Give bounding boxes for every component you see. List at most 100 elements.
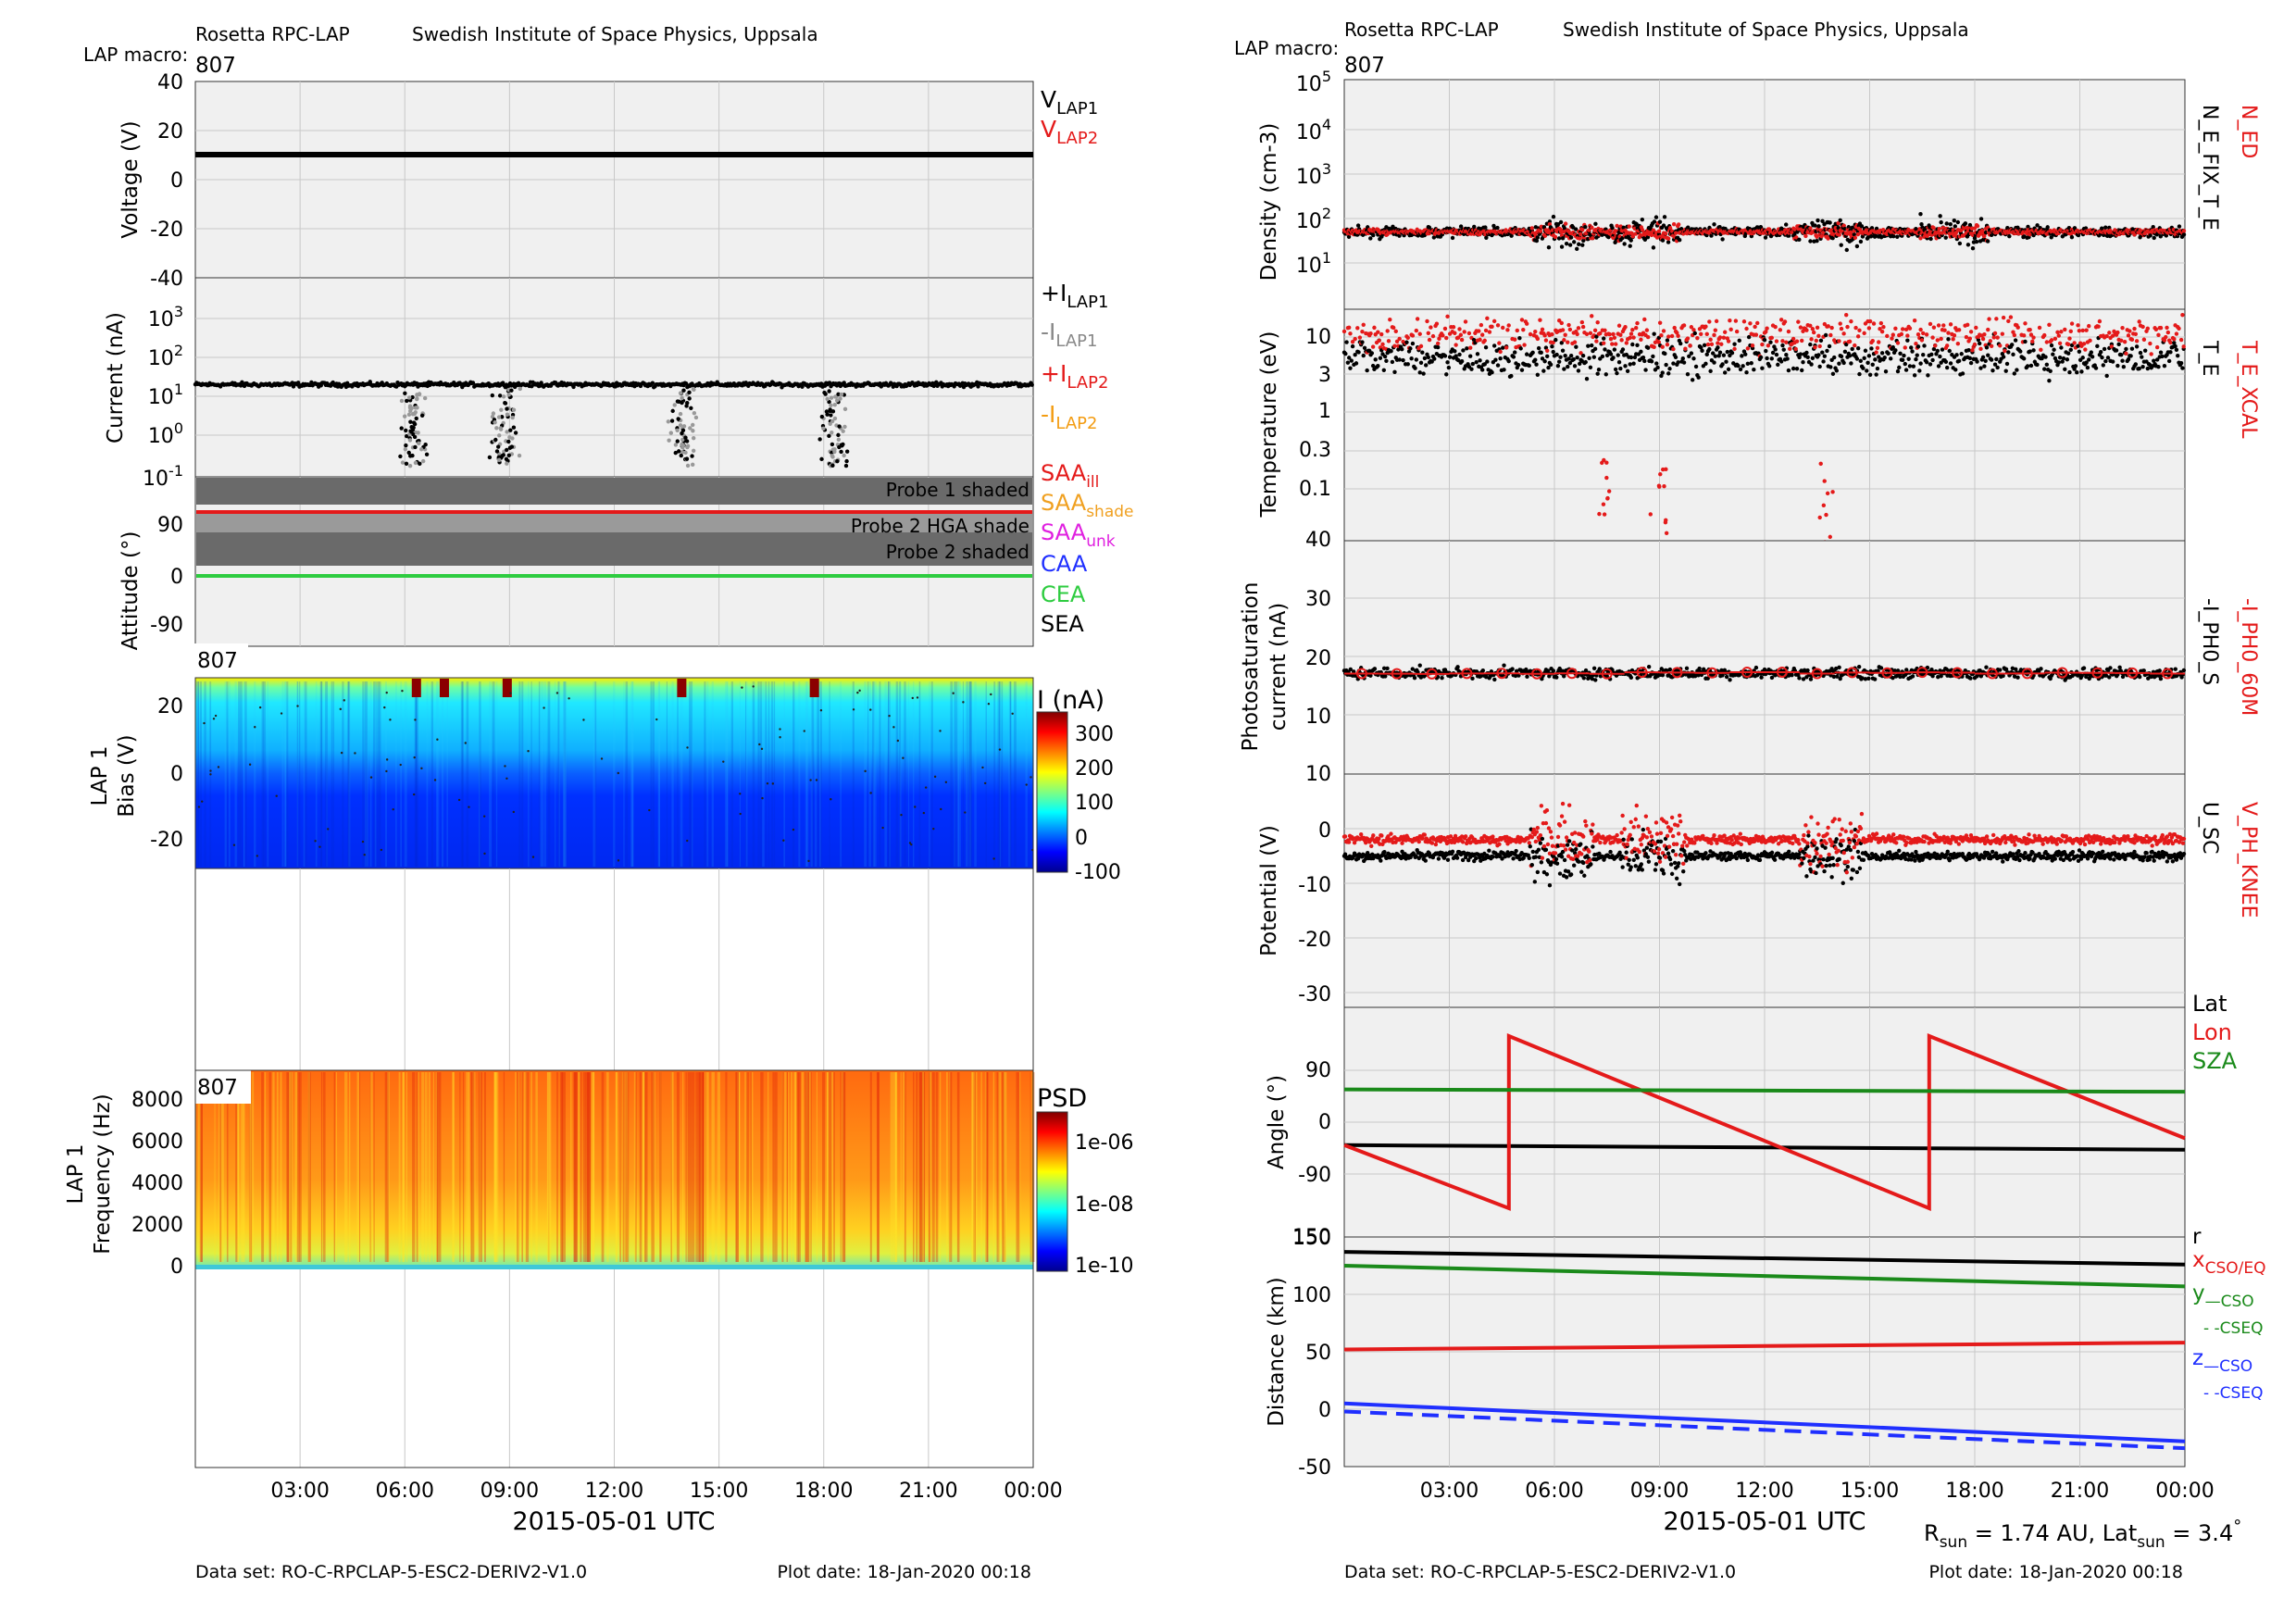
temperature-point-red xyxy=(1563,332,1567,337)
temperature-point-red xyxy=(1392,344,1397,348)
spectrum-stripe xyxy=(356,1072,360,1262)
temperature-point-black xyxy=(1703,361,1708,367)
temperature-point-red xyxy=(1952,333,1957,338)
spectrum-stripe xyxy=(980,1072,982,1262)
photosat-point xyxy=(1385,666,1390,671)
temperature-point-red xyxy=(1664,531,1669,536)
spectrum-stripe xyxy=(556,1072,558,1262)
temperature-point-black xyxy=(1400,347,1404,352)
current-point xyxy=(413,406,418,410)
temperature-point-red xyxy=(1828,332,1833,338)
temperature-point-black xyxy=(1600,354,1605,359)
temperature-point-red xyxy=(1584,331,1590,337)
spectrum-stripe xyxy=(582,1072,586,1262)
temperature-point-black xyxy=(2140,355,2144,359)
temperature-point-black xyxy=(1915,344,1921,349)
temperature-point-black xyxy=(2015,368,2019,372)
sweep-stripe xyxy=(430,681,434,867)
temperature-point-black xyxy=(1983,358,1988,363)
temperature-point-black xyxy=(2018,349,2023,354)
temperature-point-black xyxy=(1839,354,1844,359)
spectrum-stripe xyxy=(992,1072,995,1262)
temperature-point-red xyxy=(1974,325,1978,331)
sweep-stripe xyxy=(815,681,817,867)
temperature-point-black xyxy=(2048,369,2053,373)
current-point xyxy=(837,444,842,450)
spectrum-stripe xyxy=(418,1072,419,1262)
sweep-noise-dot xyxy=(555,692,559,694)
density-point-black xyxy=(1808,239,1813,244)
temperature-point-black xyxy=(1478,358,1482,363)
sweep-noise-dot xyxy=(983,781,987,785)
temperature-point-red xyxy=(1817,344,1822,349)
temperature-point-black xyxy=(1909,345,1914,350)
density-point-black xyxy=(1858,239,1864,244)
spectrum-stripe xyxy=(387,1072,390,1262)
current-legend-plus-ilap1: +ILAP1 xyxy=(1041,280,1108,312)
spectrum-stripe xyxy=(784,1072,787,1262)
temperature-point-black xyxy=(1929,352,1934,357)
spectrum-stripe xyxy=(591,1072,595,1262)
density-point-black xyxy=(1891,234,1896,239)
sweep-stripe xyxy=(347,681,351,867)
spectrum-stripe xyxy=(949,1072,951,1262)
temperature-point-red xyxy=(1875,345,1880,351)
sweep-stripe xyxy=(631,681,633,867)
current-point xyxy=(827,399,831,405)
attitude-band-label-hga: Probe 2 HGA shade xyxy=(851,515,1029,537)
temperature-point-black xyxy=(1432,356,1437,361)
temperature-point-black xyxy=(1418,360,1424,365)
current-point xyxy=(830,442,835,447)
sweep-noise-dot xyxy=(354,752,356,755)
sweep-noise-dot xyxy=(363,854,366,856)
spectrum-stripe xyxy=(750,1072,752,1262)
photosat-point xyxy=(1455,665,1460,669)
temperature-point-red xyxy=(1519,318,1525,322)
temperature-point-red xyxy=(1671,346,1676,352)
spectrum-stripe xyxy=(307,1072,311,1262)
density-point-black xyxy=(1431,235,1437,240)
spectrum-stripe xyxy=(842,1072,844,1262)
current-point xyxy=(827,433,831,439)
temperature-point-black xyxy=(1643,368,1648,372)
sweep-stripe xyxy=(689,681,691,867)
density-point-black xyxy=(1628,238,1633,243)
temperature-point-red xyxy=(1828,534,1833,540)
temperature-point-black xyxy=(1696,375,1701,380)
current-point xyxy=(420,458,426,464)
attitude-panel: Probe 1 shaded Probe 2 HGA shade Probe 2… xyxy=(119,460,1134,650)
sweep-stripe xyxy=(798,681,801,867)
current-point xyxy=(830,430,834,435)
temperature-point-black xyxy=(2057,355,2063,360)
spectrum-stripe xyxy=(918,1072,921,1262)
temperature-point-black xyxy=(2090,355,2095,359)
temperature-point-red xyxy=(1434,321,1440,326)
temperature-point-red xyxy=(1919,338,1925,343)
current-point xyxy=(409,406,414,411)
spectrum-cover xyxy=(195,1070,251,1104)
density-point-black xyxy=(1458,224,1464,229)
temperature-point-black xyxy=(1808,342,1813,347)
spectrum-stripe xyxy=(546,1072,550,1262)
spectrum-colorbar xyxy=(1036,1111,1068,1272)
sweep-noise-dot xyxy=(932,827,935,831)
temperature-point-red xyxy=(1930,335,1935,340)
spectrum-stripe xyxy=(939,1072,942,1262)
temperature-point-red xyxy=(2037,325,2042,331)
spectrum-stripe xyxy=(904,1072,906,1262)
temperature-point-black xyxy=(1446,365,1452,370)
temperature-point-black xyxy=(1601,336,1606,341)
sweep-noise-dot xyxy=(809,779,812,781)
current-point xyxy=(408,419,413,424)
temperature-point-red xyxy=(1800,338,1804,344)
density-point-black xyxy=(1978,217,1984,221)
sweep-stripe xyxy=(818,681,821,867)
density-point-black xyxy=(1813,223,1817,228)
left-footer-plotdate: Plot date: 18-Jan-2020 00:18 xyxy=(777,1562,1031,1582)
temperature-point-black xyxy=(1575,356,1579,360)
temperature-point-red xyxy=(1939,336,1943,342)
temperature-point-black xyxy=(1409,356,1414,361)
current-point xyxy=(680,450,685,455)
temperature-point-black xyxy=(1821,359,1826,364)
spectrum-stripe xyxy=(1017,1072,1020,1262)
